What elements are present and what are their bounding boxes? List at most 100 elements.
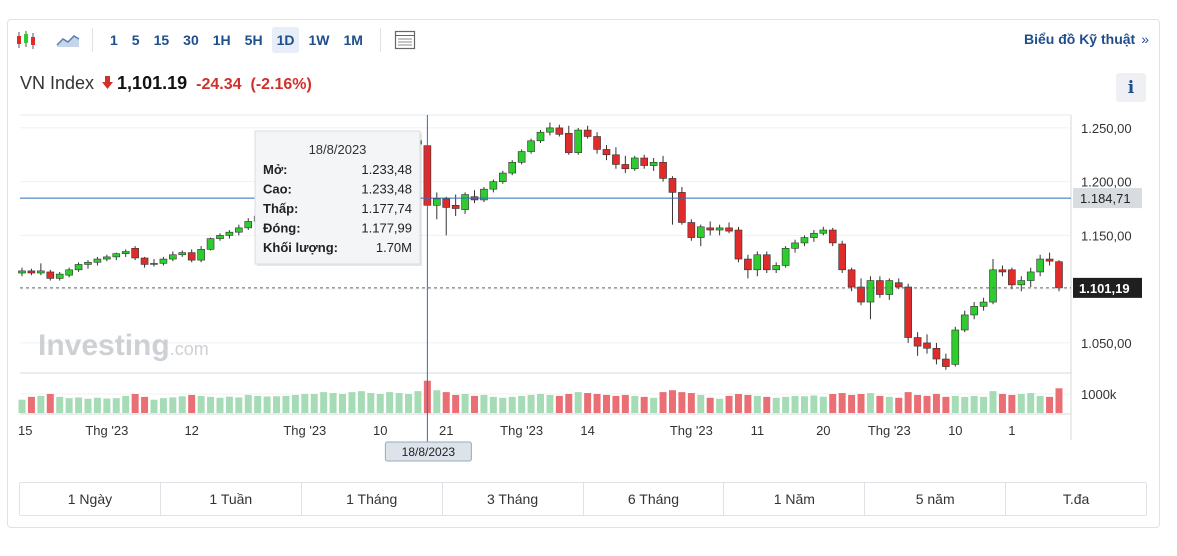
candlestick-icon[interactable] <box>12 26 40 54</box>
candle-body[interactable] <box>828 229 837 244</box>
candle-body[interactable] <box>461 194 469 210</box>
candle-body[interactable] <box>489 181 498 190</box>
candle-body[interactable] <box>216 235 224 239</box>
candle-body[interactable] <box>970 306 978 316</box>
candle-body[interactable] <box>923 342 931 349</box>
candle-body[interactable] <box>1026 271 1035 281</box>
candle-body[interactable] <box>904 286 912 338</box>
candle-body[interactable] <box>55 273 64 279</box>
candle-body[interactable] <box>37 270 45 274</box>
candle-body[interactable] <box>687 222 696 238</box>
candle-body[interactable] <box>498 172 507 182</box>
candle-body[interactable] <box>187 252 196 261</box>
candle-body[interactable] <box>546 127 554 133</box>
timeframe-button[interactable]: 1 Tuần <box>161 483 302 515</box>
timeframe-button[interactable]: 1 Ngày <box>20 483 161 515</box>
candle-body[interactable] <box>178 252 187 256</box>
candle-body[interactable] <box>744 258 752 271</box>
candle-body[interactable] <box>508 162 517 174</box>
candle-body[interactable] <box>65 269 73 276</box>
candle-body[interactable] <box>140 257 149 265</box>
candle-body[interactable] <box>112 253 121 258</box>
candle-body[interactable] <box>536 131 545 142</box>
candle-body[interactable] <box>583 129 592 137</box>
candle-body[interactable] <box>612 154 620 165</box>
candle-body[interactable] <box>989 269 997 303</box>
candle-body[interactable] <box>715 227 724 231</box>
candle-body[interactable] <box>197 249 205 261</box>
interval-1w[interactable]: 1W <box>308 32 330 48</box>
candle-body[interactable] <box>630 157 639 170</box>
candle-body[interactable] <box>27 270 36 274</box>
candle-body[interactable] <box>753 254 762 271</box>
candle-body[interactable] <box>894 282 903 288</box>
candle-body[interactable] <box>169 254 177 260</box>
candle-body[interactable] <box>847 269 856 288</box>
candle-body[interactable] <box>432 198 441 206</box>
candle-body[interactable] <box>668 178 677 193</box>
candle-body[interactable] <box>480 188 488 201</box>
candle-body[interactable] <box>159 258 168 264</box>
candle-body[interactable] <box>640 157 649 166</box>
candle-body[interactable] <box>762 254 771 271</box>
timeframe-button[interactable]: 1 Tháng <box>302 483 443 515</box>
candle-body[interactable] <box>150 263 158 265</box>
table-view-icon[interactable] <box>391 26 419 54</box>
candle-body[interactable] <box>93 258 102 263</box>
candle-body[interactable] <box>206 238 215 250</box>
interval-1d[interactable]: 1D <box>271 27 300 53</box>
candle-body[interactable] <box>838 243 846 271</box>
interval-1m[interactable]: 1M <box>343 32 363 48</box>
timeframe-button[interactable]: 6 Tháng <box>584 483 725 515</box>
timeframe-button[interactable]: 5 năm <box>865 483 1007 515</box>
candle-body[interactable] <box>121 251 130 254</box>
timeframe-button[interactable]: 1 Năm <box>724 483 866 515</box>
candle-body[interactable] <box>46 271 55 279</box>
candle-body[interactable] <box>791 242 799 249</box>
candle-body[interactable] <box>659 162 667 179</box>
candle-body[interactable] <box>725 227 733 232</box>
candle-body[interactable] <box>951 329 960 365</box>
candle-body[interactable] <box>244 221 253 229</box>
candle-body[interactable] <box>442 198 451 208</box>
candle-body[interactable] <box>103 256 111 260</box>
interval-15[interactable]: 15 <box>153 32 170 48</box>
timeframe-button[interactable]: 3 Tháng <box>443 483 584 515</box>
interval-1h[interactable]: 1H <box>212 32 231 48</box>
candle-body[interactable] <box>649 162 658 166</box>
candle-body[interactable] <box>527 140 535 152</box>
candle-body[interactable] <box>781 248 790 266</box>
candle-body[interactable] <box>574 129 583 153</box>
candle-body[interactable] <box>696 226 705 238</box>
candle-body[interactable] <box>131 248 139 259</box>
candle-body[interactable] <box>866 280 875 303</box>
candle-body[interactable] <box>18 270 26 274</box>
candle-body[interactable] <box>678 192 686 223</box>
interval-30[interactable]: 30 <box>183 32 199 48</box>
candle-body[interactable] <box>1036 258 1044 273</box>
candle-body[interactable] <box>913 337 922 347</box>
candle-body[interactable] <box>998 269 1007 273</box>
candle-body[interactable] <box>602 149 611 156</box>
interval-1[interactable]: 1 <box>110 32 118 48</box>
candle-body[interactable] <box>74 264 83 271</box>
candle-body[interactable] <box>857 286 865 303</box>
candle-body[interactable] <box>800 237 809 244</box>
candle-body[interactable] <box>1008 269 1016 286</box>
candle-body[interactable] <box>235 227 243 233</box>
candle-body[interactable] <box>819 229 828 234</box>
candle-body[interactable] <box>706 227 714 231</box>
interval-5h[interactable]: 5H <box>244 32 263 48</box>
candle-body[interactable] <box>979 301 988 307</box>
candle-body[interactable] <box>1055 261 1063 289</box>
candle-body[interactable] <box>555 127 564 135</box>
info-button[interactable]: i <box>1116 73 1146 102</box>
technical-chart-link[interactable]: Biểu đồ Kỹ thuật » <box>1024 31 1149 47</box>
candle-body[interactable] <box>517 151 526 163</box>
timeframe-button[interactable]: T.đa <box>1062 491 1090 507</box>
candle-body[interactable] <box>451 205 460 209</box>
candle-body[interactable] <box>772 265 780 271</box>
candle-body[interactable] <box>960 314 969 331</box>
candle-body[interactable] <box>564 132 573 153</box>
